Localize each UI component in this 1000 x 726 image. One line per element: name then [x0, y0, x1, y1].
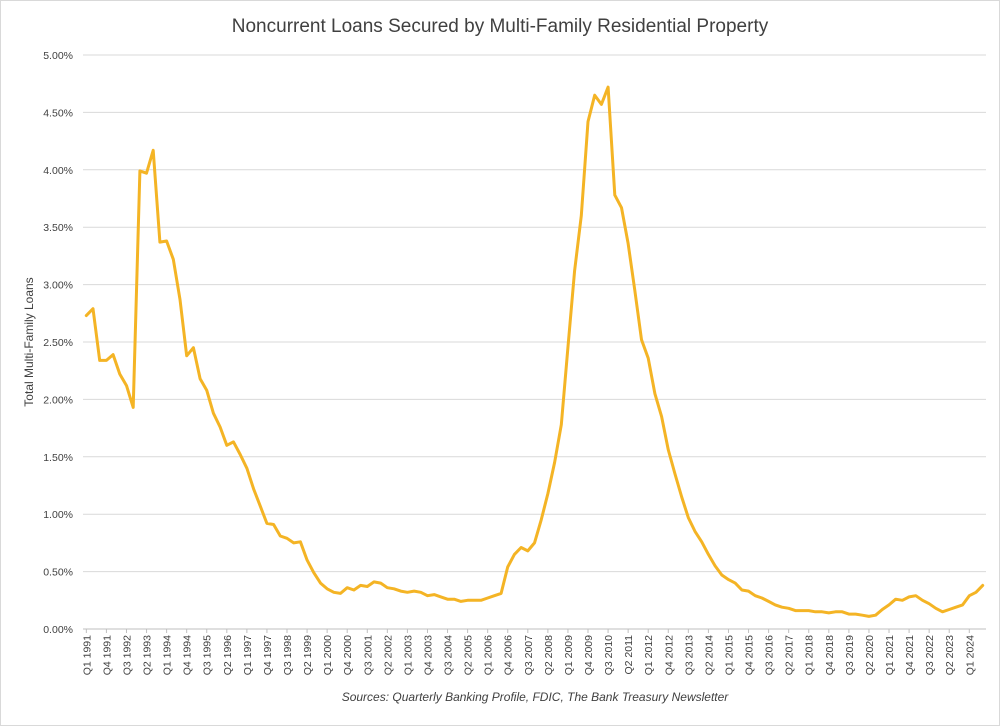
x-tick-label: Q2 2008	[543, 635, 555, 675]
y-tick-label: 1.00%	[43, 509, 73, 521]
y-axis-ticks: 0.00% 0.50% 1.00% 1.50% 2.00% 2.50% 3.00% 3.50%…	[43, 50, 73, 636]
y-tick-label: 4.50%	[43, 107, 73, 119]
x-tick-label: Q4 2021	[904, 635, 916, 675]
x-tick-label: Q2 2002	[382, 635, 394, 675]
x-tick-label: Q1 2018	[804, 635, 816, 675]
x-tick-label: Q1 2021	[884, 635, 896, 675]
y-tick-label: 4.00%	[43, 165, 73, 177]
x-tick-label: Q4 2018	[824, 635, 836, 675]
x-tick-label: Q1 1997	[242, 635, 254, 675]
x-tick-label: Q4 1997	[262, 635, 274, 675]
source-note: Sources: Quarterly Banking Profile, FDIC…	[342, 690, 730, 704]
x-tick-label: Q2 2005	[463, 635, 475, 675]
x-tick-label: Q3 1995	[202, 635, 214, 675]
x-tick-label: Q2 2011	[623, 635, 635, 675]
y-axis-title: Total Multi-Family Loans	[22, 277, 36, 406]
y-tick-label: 3.00%	[43, 280, 73, 292]
x-tick-label: Q4 2003	[422, 635, 434, 675]
x-tick-label: Q2 1993	[142, 635, 154, 675]
x-tick-label: Q4 1994	[182, 635, 194, 675]
x-tick-label: Q3 2010	[603, 635, 615, 675]
x-tick-label: Q4 2000	[342, 635, 354, 675]
x-tick-label: Q2 1999	[302, 635, 314, 675]
x-tick-label: Q3 2004	[443, 635, 455, 675]
y-tick-label: 0.00%	[43, 624, 73, 636]
y-tick-label: 0.50%	[43, 567, 73, 579]
x-tick-label: Q1 1994	[162, 635, 174, 675]
x-tick-label: Q3 1992	[121, 635, 133, 675]
x-tick-label: Q4 1991	[101, 635, 113, 675]
x-tick-label: Q2 2020	[864, 635, 876, 675]
x-tick-label: Q1 2003	[402, 635, 414, 675]
y-tick-label: 3.50%	[43, 222, 73, 234]
x-tick-label: Q1 2015	[723, 635, 735, 675]
x-tick-label: Q2 2017	[784, 635, 796, 675]
x-tick-label: Q1 1991	[81, 635, 93, 675]
x-tick-label: Q3 2001	[362, 635, 374, 675]
series-group	[84, 85, 985, 618]
chart-title: Noncurrent Loans Secured by Multi-Family…	[232, 16, 769, 37]
x-tick-label: Q3 2013	[683, 635, 695, 675]
gridlines	[83, 54, 986, 573]
y-tick-label: 2.50%	[43, 337, 73, 349]
y-tick-label: 5.00%	[43, 50, 73, 62]
x-tick-label: Q2 2023	[944, 635, 956, 675]
x-axis-ticks: Q1 1991 Q4 1991 Q3 1992 Q2 1993 Q1 1994 Q4 19…	[81, 629, 976, 675]
x-tick-label: Q3 1998	[282, 635, 294, 675]
x-tick-label: Q4 2015	[744, 635, 756, 675]
x-tick-label: Q2 2014	[703, 635, 715, 675]
x-tick-label: Q3 2019	[844, 635, 856, 675]
x-tick-label: Q1 2006	[483, 635, 495, 675]
y-tick-label: 2.00%	[43, 394, 73, 406]
x-tick-label: Q4 2009	[583, 635, 595, 675]
x-tick-label: Q1 2009	[563, 635, 575, 675]
x-tick-label: Q2 1996	[222, 635, 234, 675]
x-tick-label: Q1 2000	[322, 635, 334, 675]
series-line	[84, 85, 985, 618]
x-tick-label: Q4 2006	[503, 635, 515, 675]
x-tick-label: Q1 2012	[643, 635, 655, 675]
x-tick-label: Q4 2012	[663, 635, 675, 675]
y-tick-label: 1.50%	[43, 452, 73, 464]
x-tick-label: Q3 2016	[764, 635, 776, 675]
x-tick-label: Q3 2007	[523, 635, 535, 675]
x-tick-label: Q1 2024	[964, 635, 976, 675]
x-tick-label: Q3 2022	[924, 635, 936, 675]
